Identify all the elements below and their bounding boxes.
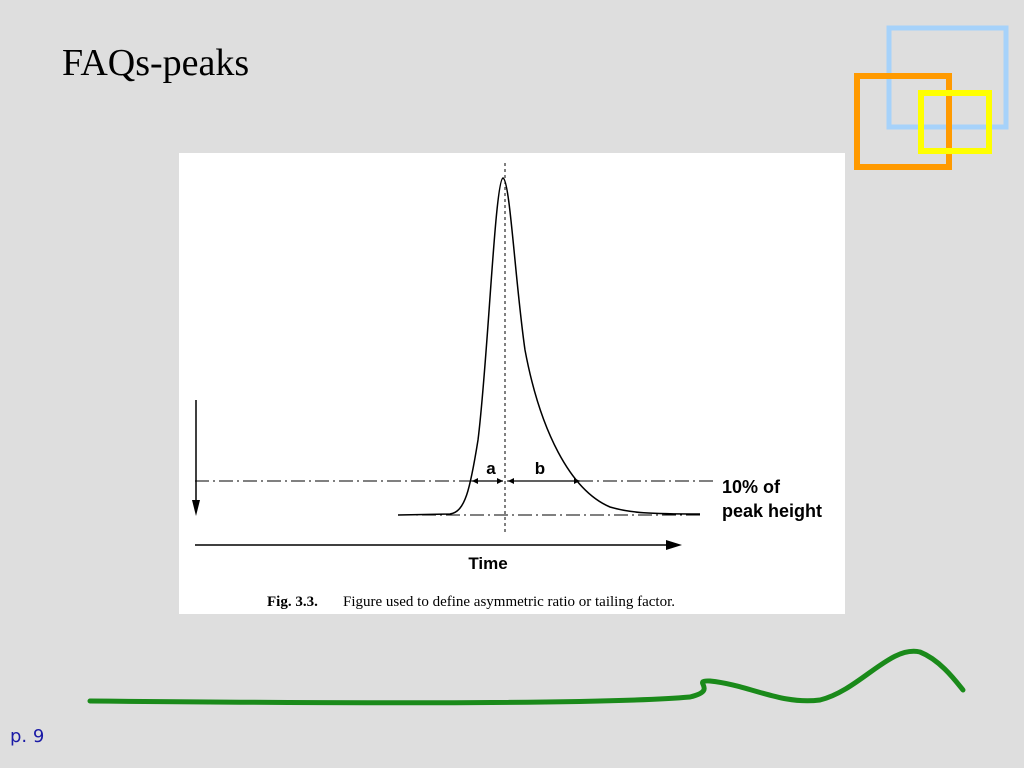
threshold-label-2: peak height <box>722 501 822 521</box>
time-arrowhead <box>666 540 682 550</box>
deco-square-yellow <box>918 90 992 154</box>
x-axis-label: Time <box>468 554 507 573</box>
deco-curve <box>87 648 966 706</box>
caption-number: Fig. 3.3. <box>267 594 318 610</box>
label-b: b <box>535 459 545 478</box>
peak-curve <box>397 177 701 516</box>
height-arrowhead <box>192 500 200 516</box>
slide-title: FAQs-peaks <box>62 42 249 84</box>
threshold-label-1: 10% of <box>722 477 781 497</box>
caption-text: Figure used to define asymmetric ratio o… <box>343 594 675 610</box>
deco-square-orange <box>854 73 952 170</box>
page-number: p. 9 <box>10 726 44 747</box>
label-a: a <box>486 459 496 478</box>
figure: a b 10% of peak height Time Fig. 3.3. Fi… <box>179 153 845 614</box>
